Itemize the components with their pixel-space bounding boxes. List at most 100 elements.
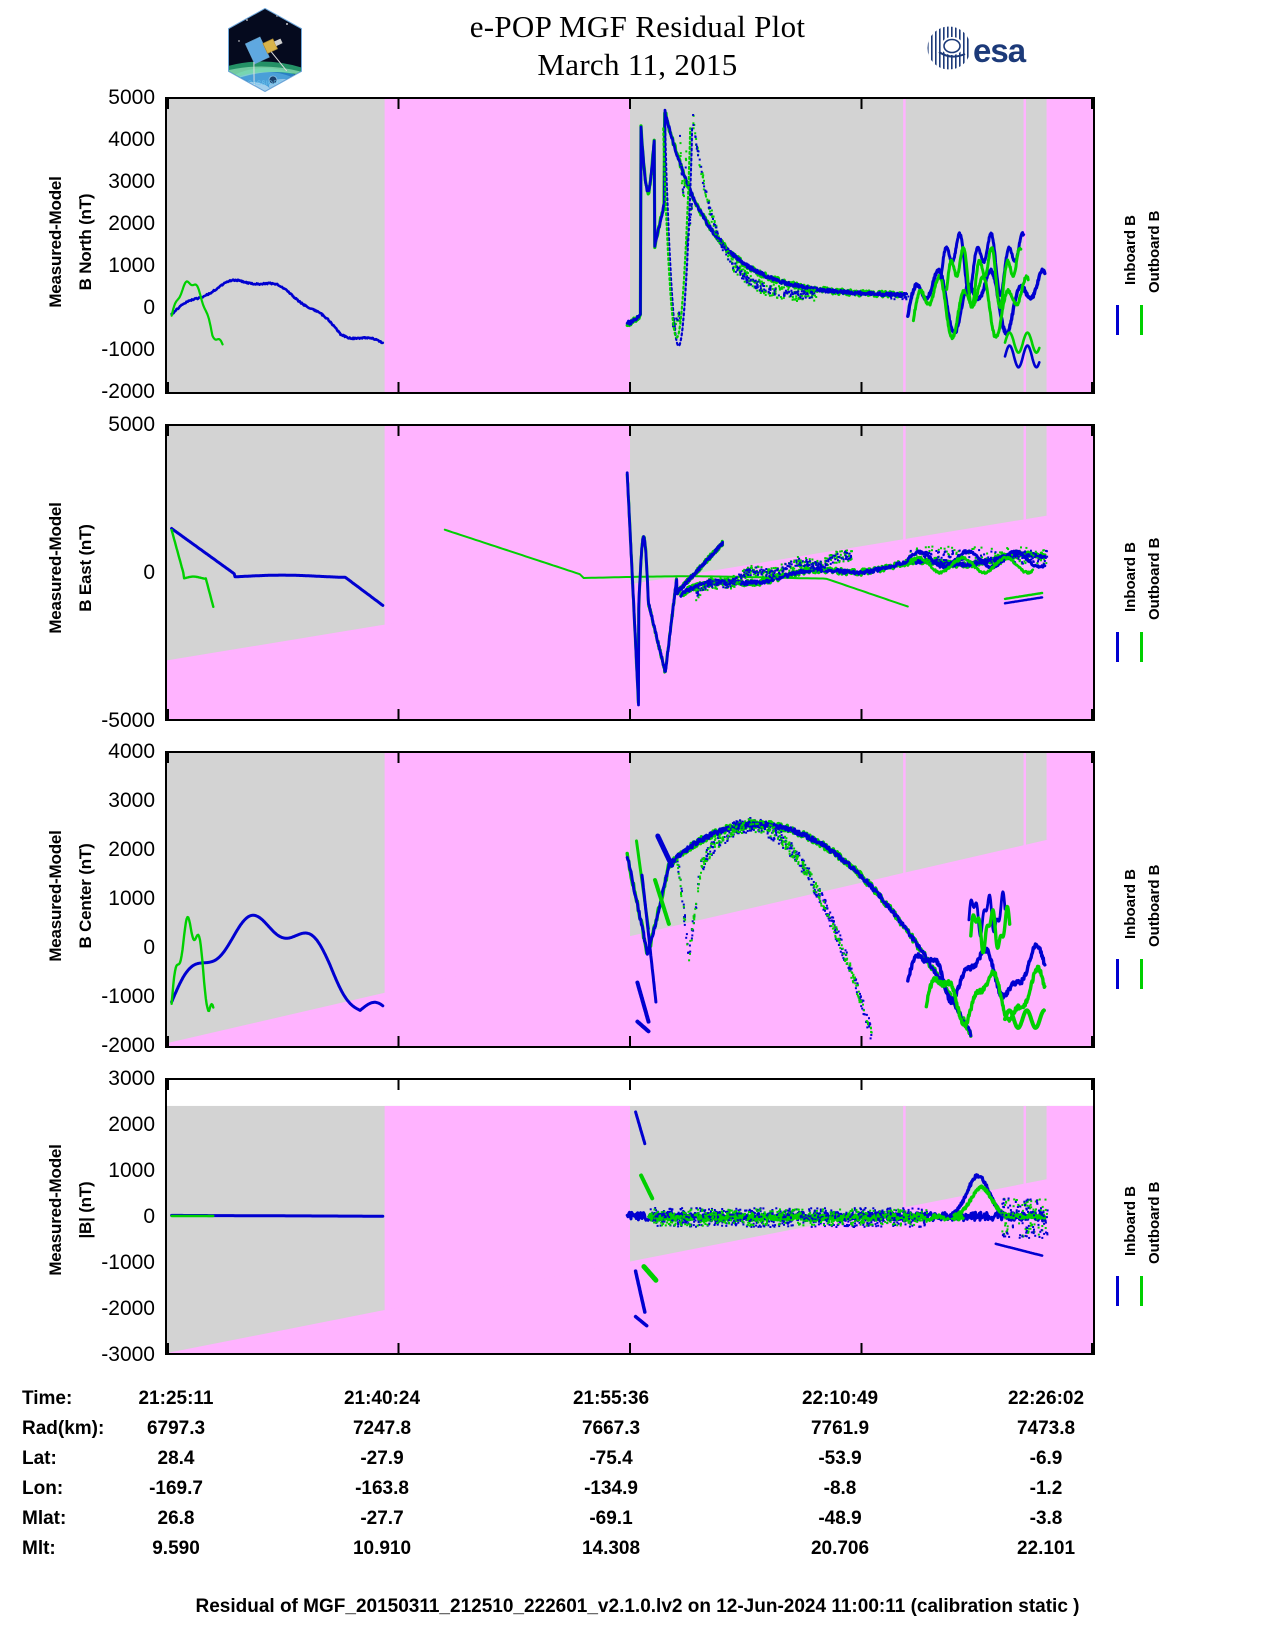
legend-label-outboard: Outboard B	[1146, 1181, 1163, 1265]
cell-lon-4: -1.2	[1029, 1478, 1063, 1499]
cell-lat-4: -6.9	[1029, 1448, 1063, 1469]
cell-lat-2: -75.4	[589, 1448, 633, 1469]
ytick-east-5000: 5000	[108, 413, 155, 436]
ytick-center-m1000: -1000	[101, 985, 155, 1008]
title-main: e-POP MGF Residual Plot	[469, 9, 806, 44]
cell-time-0: 21:25:11	[138, 1388, 214, 1409]
background-bands	[167, 426, 1093, 719]
cell-time-4: 22:26:02	[1007, 1388, 1085, 1409]
cassiope-mission-patch-icon: CASSIOPE	[221, 6, 309, 94]
legend-label-inboard: Inboard B	[1122, 1186, 1139, 1256]
panel-b-center-plot-area[interactable]	[165, 751, 1095, 1048]
legend-label-outboard: Outboard B	[1146, 537, 1163, 621]
ephemeris-table: Time: 21:25:11 21:40:24 21:55:36 22:10:4…	[0, 1388, 1275, 1588]
cell-rad-3: 7761.9	[810, 1418, 870, 1439]
ytick-center-1000: 1000	[108, 887, 155, 910]
esa-logo-text: esa	[973, 32, 1027, 69]
cell-rad-1: 7247.8	[352, 1418, 412, 1439]
cell-lat-1: -27.9	[360, 1448, 404, 1469]
row-label-mlt: Mlt:	[22, 1538, 56, 1559]
cell-lon-1: -163.8	[355, 1478, 409, 1499]
panel-b-east-plot-area[interactable]	[165, 424, 1095, 721]
ytick-north-2000: 2000	[108, 212, 155, 235]
cell-mlt-3: 20.706	[810, 1538, 870, 1559]
cell-mlat-1: -27.7	[360, 1508, 404, 1529]
background-bands	[167, 753, 1093, 1046]
panel-b-north-plot-area[interactable]	[165, 97, 1095, 394]
page-header: CASSIOPE e-POP MGF Residual Plot March 1…	[0, 0, 1275, 95]
row-label-lon: Lon:	[22, 1478, 64, 1499]
ytick-mag-3000: 3000	[108, 1067, 155, 1090]
legend-label-outboard: Outboard B	[1146, 210, 1163, 294]
ytick-east-0: 0	[143, 561, 155, 584]
cell-lat-3: -53.9	[818, 1448, 862, 1469]
table-row-lat: Lat: 28.4 -27.9 -75.4 -53.9 -6.9	[0, 1448, 1275, 1478]
background-bands	[167, 1105, 1093, 1353]
cell-mlt-1: 10.910	[352, 1538, 412, 1559]
cell-time-3: 22:10:49	[801, 1388, 879, 1409]
legend-label-inboard: Inboard B	[1122, 869, 1139, 939]
ytick-center-4000: 4000	[108, 740, 155, 763]
mission-logo-text: CASSIOPE	[248, 81, 283, 87]
legend-swatch-inboard	[1116, 632, 1119, 662]
cell-rad-4: 7473.8	[1016, 1418, 1076, 1439]
ytick-east-m5000: -5000	[101, 709, 155, 732]
legend-label-outboard: Outboard B	[1146, 864, 1163, 948]
legend-label-inboard: Inboard B	[1122, 215, 1139, 285]
footer-provenance: Residual of MGF_20150311_212510_222601_v…	[195, 1596, 1080, 1617]
legend-swatch-outboard	[1140, 632, 1143, 662]
title-date: March 11, 2015	[537, 47, 738, 82]
table-row-time: Time: 21:25:11 21:40:24 21:55:36 22:10:4…	[0, 1388, 1275, 1418]
legend-swatch-outboard	[1140, 1276, 1143, 1306]
legend-swatch-outboard	[1140, 959, 1143, 989]
cell-mlt-0: 9.590	[152, 1538, 200, 1559]
page-title: e-POP MGF Residual Plot March 11, 2015	[0, 8, 1275, 84]
ytick-center-3000: 3000	[108, 789, 155, 812]
row-label-mlat: Mlat:	[22, 1508, 67, 1529]
background-bands	[167, 99, 1093, 392]
legend-swatch-inboard	[1116, 305, 1119, 335]
ytick-north-4000: 4000	[108, 128, 155, 151]
ytick-mag-m1000: -1000	[101, 1251, 155, 1274]
cell-mlt-2: 14.308	[581, 1538, 641, 1559]
cell-time-1: 21:40:24	[343, 1388, 421, 1409]
cell-time-2: 21:55:36	[572, 1388, 650, 1409]
table-row-lon: Lon: -169.7 -163.8 -134.9 -8.8 -1.2	[0, 1478, 1275, 1508]
ytick-mag-1000: 1000	[108, 1159, 155, 1182]
cell-lon-2: -134.9	[584, 1478, 638, 1499]
ytick-center-m2000: -2000	[101, 1034, 155, 1057]
esa-logo-icon: esa	[925, 22, 1045, 74]
ytick-north-0: 0	[143, 296, 155, 319]
legend-swatch-inboard	[1116, 1276, 1119, 1306]
table-row-rad: Rad(km): 6797.3 7247.8 7667.3 7761.9 747…	[0, 1418, 1275, 1448]
cell-mlat-3: -48.9	[818, 1508, 862, 1529]
ytick-north-3000: 3000	[108, 170, 155, 193]
cell-rad-2: 7667.3	[581, 1418, 641, 1439]
table-row-mlt: Mlt: 9.590 10.910 14.308 20.706 22.101	[0, 1538, 1275, 1568]
ytick-mag-m3000: -3000	[101, 1343, 155, 1366]
legend-swatch-inboard	[1116, 959, 1119, 989]
panel-b-magnitude-plot-area[interactable]	[165, 1078, 1095, 1355]
legend-swatch-outboard	[1140, 305, 1143, 335]
ytick-center-0: 0	[143, 936, 155, 959]
row-label-lat: Lat:	[22, 1448, 57, 1469]
ytick-north-m2000: -2000	[101, 380, 155, 403]
row-label-rad: Rad(km):	[22, 1418, 105, 1439]
table-row-mlat: Mlat: 26.8 -27.7 -69.1 -48.9 -3.8	[0, 1508, 1275, 1538]
cell-mlat-0: 26.8	[157, 1508, 195, 1529]
ytick-north-1000: 1000	[108, 254, 155, 277]
ytick-mag-0: 0	[143, 1205, 155, 1228]
ytick-mag-m2000: -2000	[101, 1297, 155, 1320]
ytick-north-5000: 5000	[108, 86, 155, 109]
ytick-north-m1000: -1000	[101, 338, 155, 361]
cell-mlt-4: 22.101	[1016, 1538, 1076, 1559]
cell-lon-3: -8.8	[823, 1478, 857, 1499]
cell-mlat-4: -3.8	[1029, 1508, 1063, 1529]
row-label-time: Time:	[22, 1388, 73, 1409]
ytick-mag-2000: 2000	[108, 1113, 155, 1136]
cell-lat-0: 28.4	[157, 1448, 195, 1469]
ytick-center-2000: 2000	[108, 838, 155, 861]
cell-lon-0: -169.7	[149, 1478, 203, 1499]
cell-mlat-2: -69.1	[589, 1508, 633, 1529]
legend-label-inboard: Inboard B	[1122, 542, 1139, 612]
